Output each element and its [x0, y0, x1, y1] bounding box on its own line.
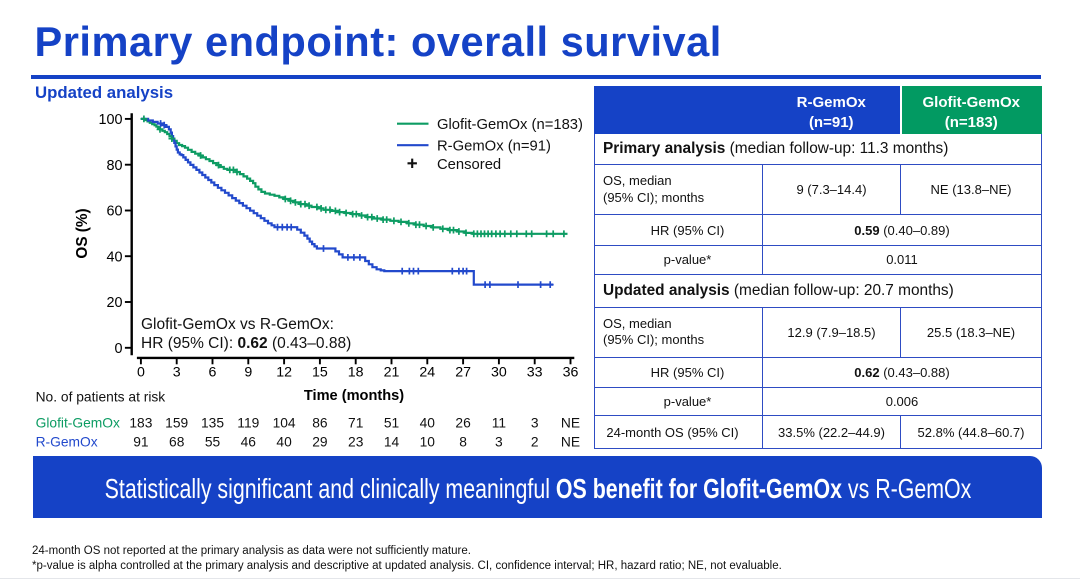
svg-text:Glofit-GemOx: Glofit-GemOx	[36, 415, 120, 430]
svg-text:27: 27	[455, 364, 471, 380]
svg-text:Time (months): Time (months)	[304, 388, 404, 404]
svg-text:86: 86	[312, 415, 328, 430]
svg-text:46: 46	[241, 434, 257, 449]
svg-text:3: 3	[531, 415, 539, 430]
svg-text:11: 11	[492, 415, 506, 430]
svg-text:36: 36	[563, 364, 579, 380]
svg-text:18: 18	[348, 364, 364, 380]
svg-text:10: 10	[420, 434, 436, 449]
svg-text:183: 183	[129, 415, 152, 430]
svg-text:55: 55	[205, 434, 221, 449]
svg-text:0: 0	[114, 341, 122, 357]
svg-text:Censored: Censored	[437, 157, 501, 173]
svg-text:100: 100	[98, 112, 122, 128]
svg-text:80: 80	[106, 158, 122, 174]
svg-text:40: 40	[420, 415, 436, 430]
svg-text:9: 9	[244, 364, 252, 380]
svg-text:12: 12	[276, 364, 292, 380]
svg-text:91: 91	[133, 434, 148, 449]
svg-text:33: 33	[527, 364, 543, 380]
svg-text:2: 2	[531, 434, 539, 449]
svg-text:15: 15	[312, 364, 328, 380]
svg-text:NE: NE	[561, 434, 580, 449]
svg-text:OS (%): OS (%)	[74, 208, 91, 258]
svg-text:14: 14	[384, 434, 400, 449]
svg-text:104: 104	[273, 415, 296, 430]
svg-text:68: 68	[169, 434, 185, 449]
svg-text:Glofit-GemOx (n=183): Glofit-GemOx (n=183)	[437, 117, 583, 133]
svg-text:71: 71	[348, 415, 363, 430]
svg-text:29: 29	[312, 434, 328, 449]
svg-text:159: 159	[165, 415, 188, 430]
svg-text:23: 23	[348, 434, 364, 449]
svg-text:NE: NE	[561, 415, 580, 430]
svg-text:R-GemOx: R-GemOx	[36, 434, 98, 449]
svg-text:21: 21	[384, 364, 400, 380]
svg-text:135: 135	[201, 415, 224, 430]
svg-text:20: 20	[106, 295, 122, 311]
svg-text:R-GemOx (n=91): R-GemOx (n=91)	[437, 139, 551, 155]
svg-text:60: 60	[106, 204, 122, 220]
svg-text:8: 8	[459, 434, 467, 449]
svg-text:3: 3	[173, 364, 181, 380]
svg-text:40: 40	[106, 249, 122, 265]
svg-text:119: 119	[237, 415, 259, 430]
svg-text:No. of patients at risk: No. of patients at risk	[36, 390, 166, 405]
svg-text:40: 40	[276, 434, 292, 449]
svg-text:24: 24	[419, 364, 435, 380]
svg-text:6: 6	[209, 364, 217, 380]
svg-text:51: 51	[384, 415, 399, 430]
svg-text:30: 30	[491, 364, 507, 380]
svg-text:Glofit-GemOx vs R-GemOx:: Glofit-GemOx vs R-GemOx:	[141, 316, 334, 333]
svg-text:26: 26	[455, 415, 471, 430]
svg-text:3: 3	[495, 434, 503, 449]
svg-text:HR (95% CI): 0.62 (0.43–0.88): HR (95% CI): 0.62 (0.43–0.88)	[141, 335, 351, 352]
svg-text:0: 0	[137, 364, 145, 380]
